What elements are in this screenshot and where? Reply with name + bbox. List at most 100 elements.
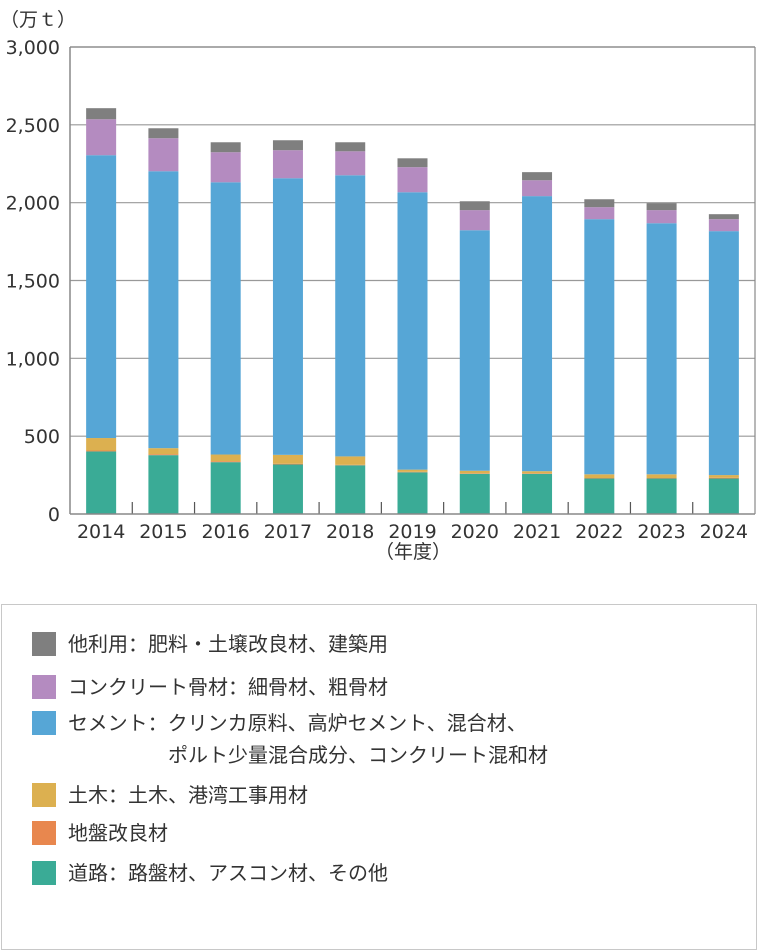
legend-item: 道路：路盤材、アスコン材、その他 <box>32 857 388 889</box>
legend-swatch <box>32 675 56 699</box>
bar-segment <box>86 155 117 439</box>
bar-segment <box>272 454 303 464</box>
bar-segment <box>148 138 179 172</box>
legend-label: 他利用：肥料・土壌改良材、建築用 <box>68 632 388 656</box>
bar-segment <box>210 462 241 514</box>
bar-segment <box>397 192 428 470</box>
x-tick-label: 2016 <box>202 521 250 543</box>
legend-label: セメント：クリンカ原料、高炉セメント、混合材、 ポルト少量混合成分、コンクリート… <box>68 711 548 767</box>
bar-segment <box>584 219 615 475</box>
x-tick-label: 2014 <box>77 521 125 543</box>
bar-segment <box>148 128 179 139</box>
y-tick-label: 1,000 <box>6 348 60 370</box>
x-tick-label: 2017 <box>264 521 312 543</box>
bar-segment <box>210 461 241 463</box>
bar-segment <box>522 471 553 474</box>
bar-segment <box>210 142 241 153</box>
bar-segment <box>708 214 739 220</box>
legend-item: 地盤改良材 <box>32 817 168 849</box>
y-unit-label: （万ｔ） <box>0 9 76 31</box>
legend-swatch <box>32 821 56 845</box>
bar-segment <box>708 475 739 478</box>
bar-segment <box>397 472 428 514</box>
bar-segment <box>272 140 303 151</box>
stacked-bar-chart: （万ｔ） （年度） 0 500 1,000 1,500 2,000 2,500 3,000 2… <box>0 9 756 563</box>
bar-segment <box>86 438 117 451</box>
y-tick-label: 0 <box>48 504 60 526</box>
y-tick-label: 2,500 <box>6 115 60 137</box>
bar-segment <box>584 207 615 220</box>
bar-segment <box>335 175 366 457</box>
bar-segment <box>148 454 179 456</box>
bar-segment <box>272 463 303 465</box>
x-tick-label: 2024 <box>700 521 748 543</box>
bar-segment <box>584 474 615 479</box>
legend-label: 道路：路盤材、アスコン材、その他 <box>68 861 388 885</box>
bar-segment <box>708 478 739 514</box>
bar-segment <box>210 152 241 183</box>
legend-item: セメント：クリンカ原料、高炉セメント、混合材、 ポルト少量混合成分、コンクリート… <box>32 707 548 771</box>
legend-swatch <box>32 783 56 807</box>
x-tick-label: 2023 <box>637 521 685 543</box>
legend-label: 地盤改良材 <box>68 821 168 845</box>
bar-segment <box>459 473 490 514</box>
bar-segment <box>708 477 739 479</box>
bar-segment <box>86 450 117 452</box>
legend-item: 他利用：肥料・土壌改良材、建築用 <box>32 628 388 660</box>
legend-swatch <box>32 711 56 735</box>
bar-segment <box>210 182 241 455</box>
bar-segment <box>272 178 303 455</box>
legend-swatch <box>32 861 56 885</box>
bar-segment <box>522 180 553 197</box>
y-tick-label: 2,000 <box>6 193 60 215</box>
bar-segment <box>397 469 428 472</box>
x-tick-label: 2018 <box>326 521 374 543</box>
bar-segment <box>708 231 739 476</box>
bar-segment <box>397 167 428 193</box>
bar-segment <box>646 474 677 479</box>
legend-swatch <box>32 632 56 656</box>
bar-segment <box>397 158 428 168</box>
bar-segment <box>459 470 490 474</box>
x-tick-label: 2021 <box>513 521 561 543</box>
bar-segment <box>86 108 117 120</box>
bar-segment <box>708 219 739 232</box>
bar-segment <box>584 478 615 514</box>
x-tick-label: 2022 <box>575 521 623 543</box>
bar-segment <box>148 448 179 455</box>
bar-segment <box>522 196 553 472</box>
legend-label: コンクリート骨材：細骨材、粗骨材 <box>68 675 388 699</box>
bar-segment <box>148 455 179 514</box>
legend-label: 土木：土木、港湾工事用材 <box>68 783 308 807</box>
bar-segment <box>148 171 179 449</box>
x-tick-label: 2019 <box>388 521 436 543</box>
bar-segment <box>646 223 677 475</box>
legend-item: コンクリート骨材：細骨材、粗骨材 <box>32 671 388 703</box>
x-tick-label: 2015 <box>139 521 187 543</box>
bar-segment <box>459 210 490 231</box>
x-axis-label: （年度） <box>375 541 451 563</box>
bar-segment <box>646 478 677 514</box>
x-tick-label: 2020 <box>451 521 499 543</box>
bar-segment <box>646 203 677 211</box>
bar-segment <box>210 454 241 462</box>
bar-segment <box>522 172 553 181</box>
bar-segment <box>646 210 677 224</box>
y-tick-label: 1,500 <box>6 271 60 293</box>
bar-segment <box>272 464 303 514</box>
bar-segment <box>86 119 117 156</box>
bar-segment <box>335 465 366 514</box>
bar-segment <box>335 456 366 465</box>
bar-segment <box>459 201 490 211</box>
bar-segment <box>459 230 490 471</box>
bar-segment <box>86 451 117 514</box>
bar-segment <box>272 150 303 179</box>
y-tick-label: 3,000 <box>6 37 60 59</box>
bar-segment <box>335 142 366 152</box>
legend: 他利用：肥料・土壌改良材、建築用 コンクリート骨材：細骨材、粗骨材セメント：クリン… <box>1 604 757 950</box>
bar-segment <box>335 151 366 176</box>
bar-segment <box>584 199 615 208</box>
legend-item: 土木：土木、港湾工事用材 <box>32 779 308 811</box>
y-tick-label: 500 <box>24 426 60 448</box>
bar-segment <box>522 473 553 514</box>
